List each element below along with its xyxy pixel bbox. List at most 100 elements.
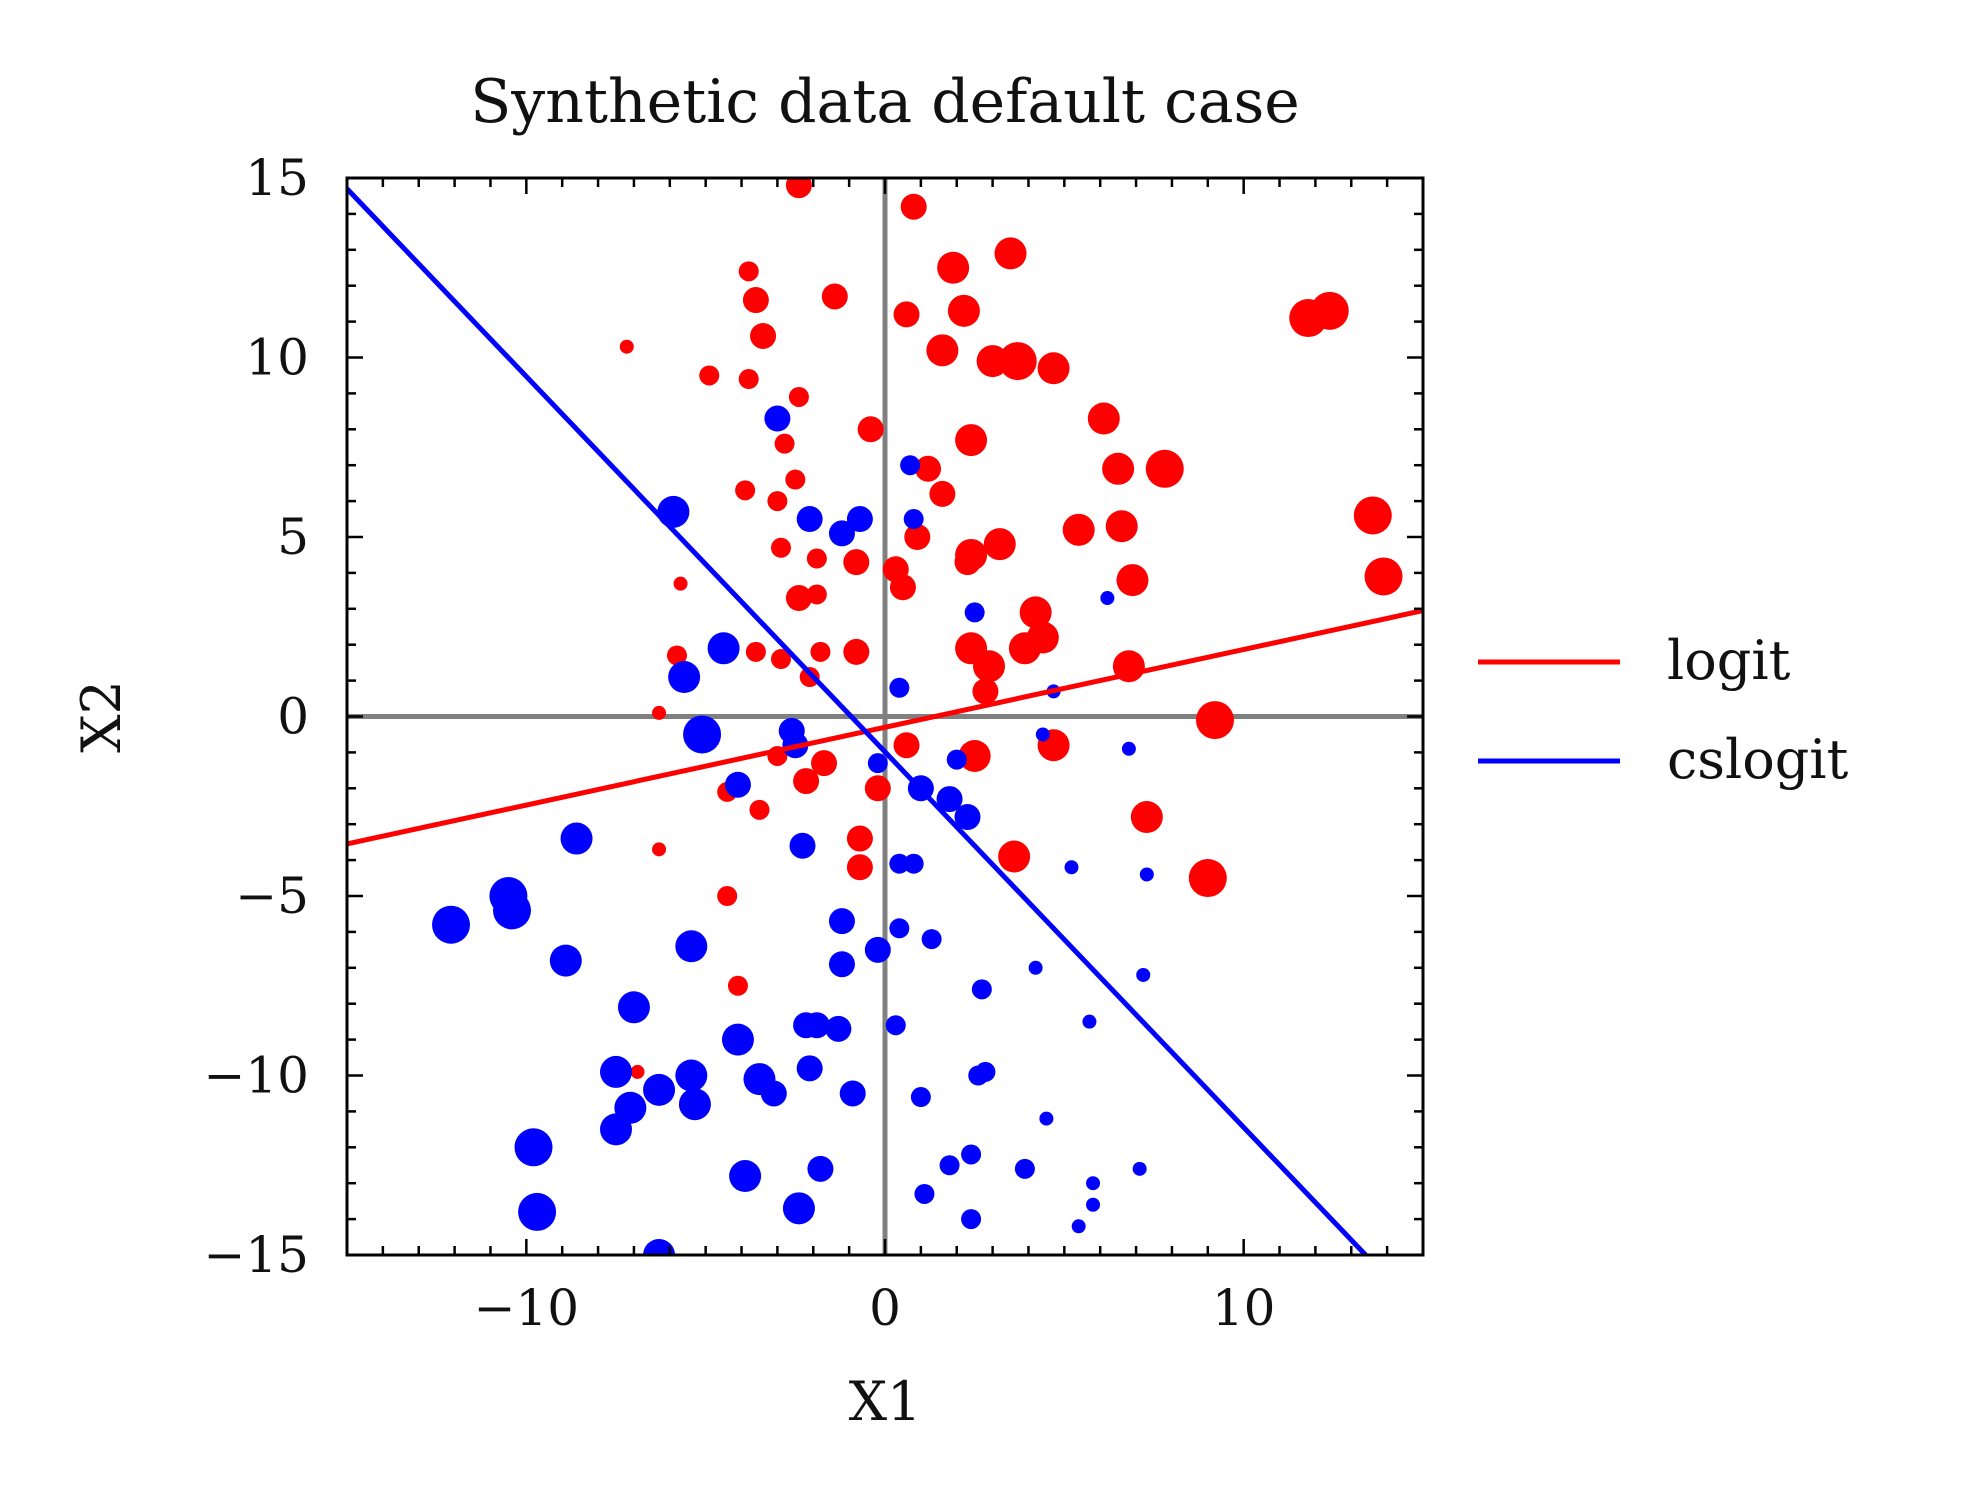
scatter-point [998,342,1037,381]
scatter-point [926,334,959,367]
scatter-point [785,178,812,199]
y-tick-label: 15 [245,149,309,207]
scatter-point [893,301,920,328]
scatter-point [964,602,985,623]
scatter-point [767,491,788,512]
scatter-point [750,322,777,349]
scatter-point [904,524,931,550]
scatter-point [1064,860,1079,875]
scatter-point [668,661,701,694]
scatter-point [652,705,667,720]
legend-item-cslogit: cslogit [1478,728,1849,791]
scatter-point [929,480,956,507]
scatter-point [846,825,873,852]
plot-area [347,178,1423,1255]
scatter-point [1364,557,1403,596]
y-tick-label: −10 [203,1047,309,1105]
scatter-point [994,237,1027,270]
scatter-point [889,677,910,698]
scatter-point [828,951,855,978]
scatter-point [936,786,963,813]
axis-ticks [345,176,1425,1257]
scatter-point [1310,291,1349,330]
scatter-point [799,667,820,688]
scatter-point [821,283,848,310]
scatter-point [958,739,991,772]
scatter-point [903,509,924,530]
scatter-point [1195,701,1234,740]
scatter-point [724,771,751,798]
scatter-point [782,1192,815,1225]
scatter-point [893,732,920,759]
scatter-point [735,480,756,501]
scatter-point [1082,1014,1097,1029]
scatter-point [1087,402,1120,435]
scatter-point [1105,510,1138,543]
scatter-point [717,886,738,906]
y-tick-label: −15 [203,1226,309,1284]
scatter-point [939,1155,960,1176]
scatter-point [785,469,806,490]
scatter-point [675,930,708,963]
scatter-point [843,549,870,576]
y-tick-label: 5 [277,508,309,566]
scatter-point [954,549,981,576]
scatter-point [789,832,816,859]
scatter-point [1121,741,1136,756]
scatter-point [657,495,690,528]
scatter-point [666,645,687,666]
scatter-point [683,715,722,754]
scatter-point [652,842,667,857]
scatter-point [764,405,791,432]
scatter-point [961,1144,982,1165]
scatter-point [900,455,921,476]
scatter-point [998,840,1031,873]
scatter-point [825,1015,852,1042]
decision-line-logit [347,608,1423,847]
scatter-point [600,1113,632,1146]
x-axis-label: X1 [849,1370,922,1433]
scatter-point [729,1160,762,1193]
scatter-point [1071,1219,1086,1234]
scatter-point [946,749,967,770]
scatter-point [1019,596,1052,629]
y-tick-label: 10 [245,329,309,387]
scatter-point [643,1073,676,1106]
scatter-point [810,641,831,662]
scatter-point [514,1128,553,1167]
point-group-1 [432,405,1154,1255]
x-tick-label: 0 [869,1279,901,1337]
scatter-point [843,638,870,665]
scatter-point [793,1012,820,1039]
scatter-point [857,416,884,443]
scatter-point [972,678,999,705]
scatter-point [900,193,927,220]
scatter-point [903,853,924,874]
scatter-point [796,506,823,533]
scatter-point [1028,960,1043,975]
scatter-point [673,576,688,591]
scatter-point [675,1059,708,1092]
scatter-point [678,1088,711,1121]
scatter-point [1102,452,1135,485]
scatter-point [846,506,873,533]
y-tick-label: 0 [277,688,309,746]
legend-label: logit [1667,629,1791,692]
scatter-point [1037,352,1070,385]
scatter-point [1014,1158,1035,1179]
scatter-point [1039,1111,1054,1126]
y-tick-label: −5 [235,867,309,925]
scatter-point [699,365,720,386]
scatter-point [889,574,916,601]
scatter-point [1035,727,1050,742]
scatter-point [1353,496,1392,535]
scatter-point [1062,513,1095,546]
scatter-point [1086,1176,1101,1191]
scatter-point [971,979,992,1000]
scatter-point [1130,801,1163,834]
scatter-point [921,929,942,950]
scatter-point [910,1087,931,1108]
scatter-point [973,650,1006,683]
